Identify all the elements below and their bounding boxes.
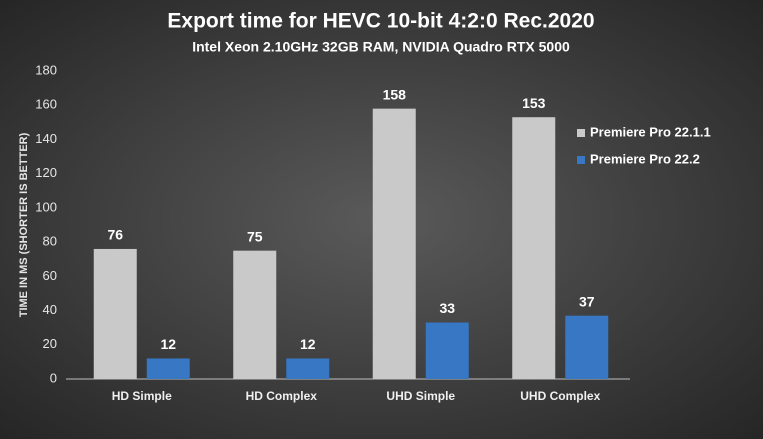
y-tick-label: 140	[35, 131, 57, 146]
legend-swatch	[577, 156, 585, 164]
value-label: 37	[579, 293, 595, 309]
y-tick-label: 180	[35, 62, 57, 77]
bar	[565, 315, 609, 379]
x-tick-label: UHD Simple	[386, 389, 455, 403]
y-tick-label: 120	[35, 165, 57, 180]
y-tick-label: 80	[43, 234, 57, 249]
value-label: 153	[522, 95, 546, 111]
x-tick-label: HD Simple	[112, 389, 172, 403]
y-tick-label: 100	[35, 199, 57, 214]
bar	[93, 248, 137, 379]
x-tick-label: UHD Complex	[520, 389, 600, 403]
bar	[146, 358, 190, 379]
chart-title: Export time for HEVC 10-bit 4:2:0 Rec.20…	[167, 10, 594, 33]
x-tick-label: HD Complex	[246, 389, 318, 403]
legend-label: Premiere Pro 22.1.1	[590, 124, 711, 139]
chart-subtitle: Intel Xeon 2.10GHz 32GB RAM, NVIDIA Quad…	[192, 39, 570, 55]
legend-label: Premiere Pro 22.2	[590, 151, 700, 166]
value-label: 12	[160, 336, 176, 352]
value-label: 76	[107, 227, 123, 243]
y-tick-label: 160	[35, 97, 57, 112]
y-tick-label: 0	[50, 370, 57, 385]
y-tick-label: 40	[43, 302, 57, 317]
bar	[233, 250, 277, 379]
y-axis-label: TIME IN MS (SHORTER IS BETTER)	[18, 132, 30, 317]
bar	[286, 358, 330, 379]
value-label: 158	[383, 86, 407, 102]
value-label: 12	[300, 336, 316, 352]
value-label: 75	[247, 228, 263, 244]
value-label: 33	[439, 300, 455, 316]
bar	[512, 117, 556, 379]
legend-swatch	[577, 129, 585, 137]
y-tick-label: 20	[43, 336, 57, 351]
bar	[372, 108, 416, 380]
y-tick-label: 60	[43, 268, 57, 283]
bar	[425, 322, 469, 379]
